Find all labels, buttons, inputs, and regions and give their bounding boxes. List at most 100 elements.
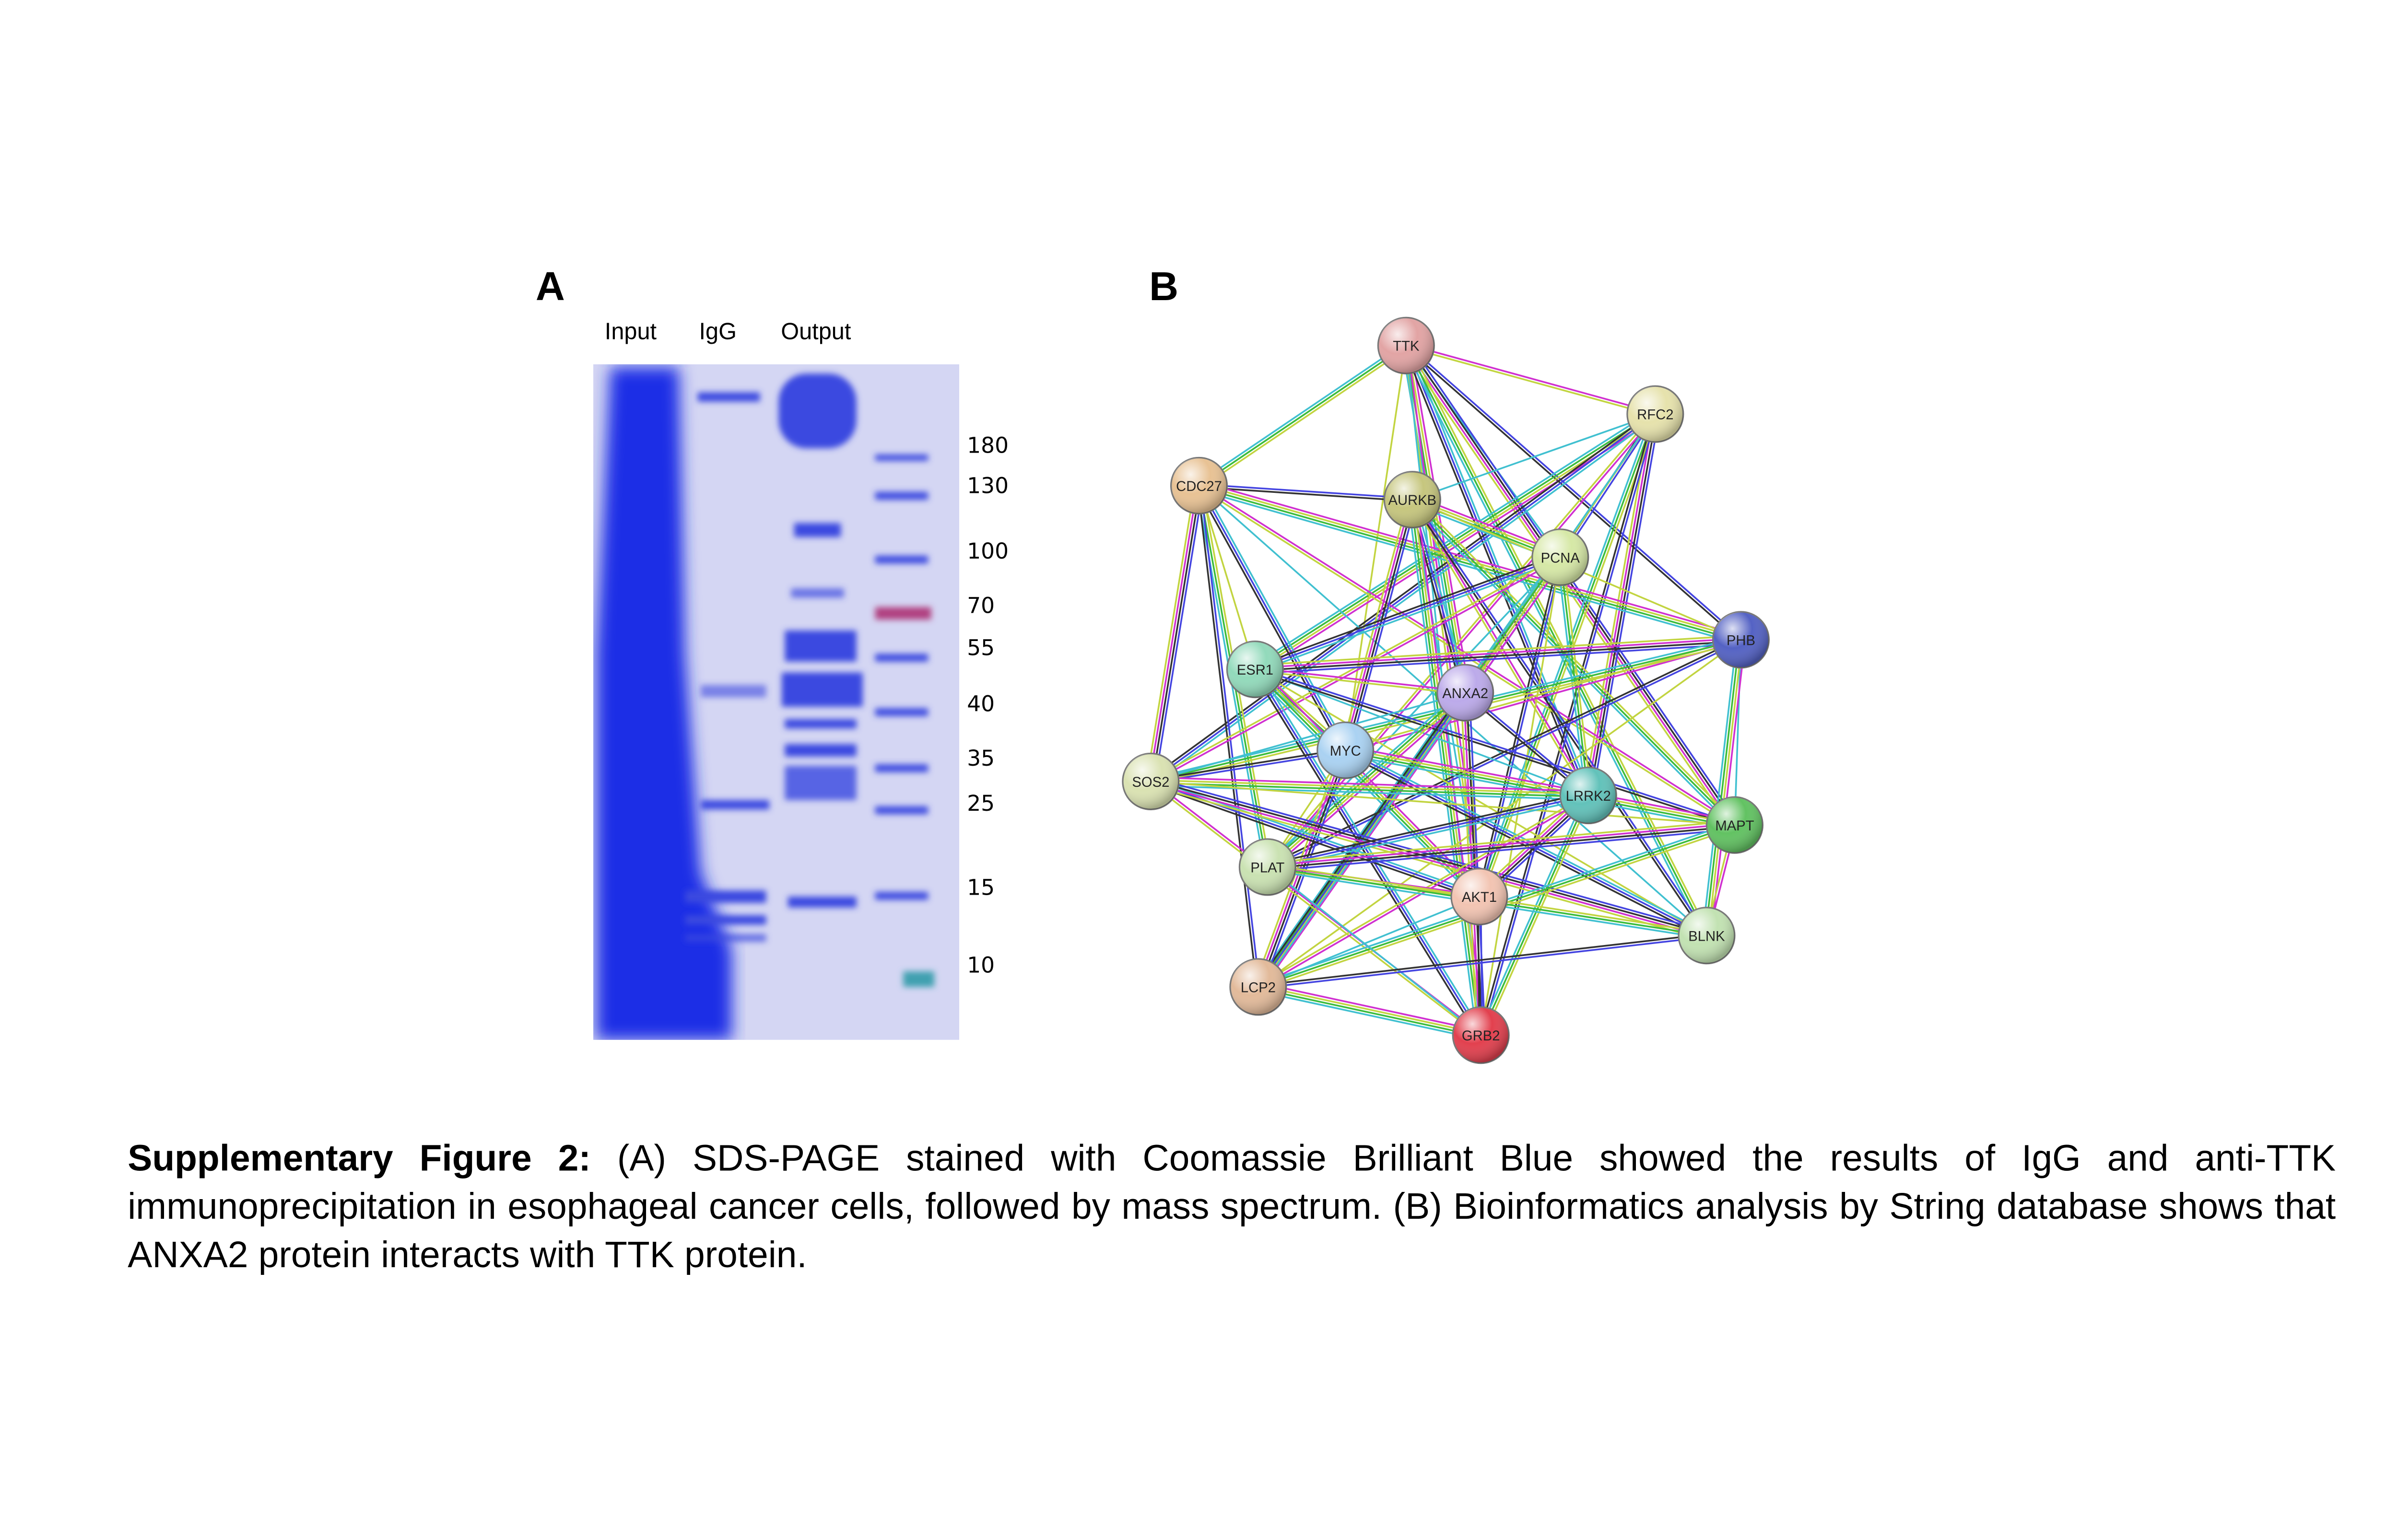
edge (1151, 782, 1588, 798)
edge (1251, 672, 1477, 900)
edge (1150, 413, 1656, 782)
edge (1480, 557, 1562, 1036)
node-shine (1713, 611, 1769, 668)
edge (1254, 554, 1558, 985)
edge (1149, 782, 1481, 1037)
edge (1145, 485, 1196, 781)
edge (1267, 794, 1589, 868)
edge (1256, 559, 1562, 673)
edge (1261, 559, 1564, 990)
edge (1149, 784, 1706, 941)
edge (1257, 667, 1484, 1034)
edge (1258, 987, 1481, 1038)
edge (1258, 933, 1707, 987)
marker-label: 15 (967, 875, 995, 900)
edge (1199, 345, 1407, 487)
figure: A B Input IgG Output 180 130 100 70 55 40 35 25 15 1… (536, 264, 1770, 1064)
edge (1412, 499, 1483, 1035)
caption: Supplementary Figure 2: (A) SDS-PAGE sta… (128, 1136, 2336, 1281)
edge (1267, 866, 1481, 1036)
edge (1480, 557, 1563, 898)
node-label: ESR1 (1237, 663, 1273, 678)
edge (1268, 640, 1742, 869)
edge (1734, 640, 1742, 825)
edge (1196, 486, 1344, 752)
marker-label: 10 (967, 953, 995, 978)
input-smear (596, 367, 732, 1040)
node-shine (1560, 767, 1617, 824)
node-label: GRB2 (1462, 1028, 1500, 1044)
edge (1254, 669, 1482, 1036)
node-shine (1227, 641, 1283, 698)
edge (1198, 489, 1740, 645)
node-shine (1679, 907, 1735, 964)
marker-label: 70 (967, 593, 995, 618)
edge (1460, 693, 1478, 1036)
edge (1412, 498, 1709, 935)
edge (1255, 640, 1741, 672)
edge (1346, 745, 1736, 822)
edge (1344, 345, 1407, 751)
edge (1254, 412, 1655, 669)
edge (1254, 554, 1560, 668)
edge (1199, 486, 1412, 502)
edge (1345, 748, 1735, 825)
node-label: MYC (1330, 744, 1361, 759)
edge (1255, 667, 1466, 692)
edge (1151, 784, 1588, 801)
node-label: MAPT (1715, 818, 1754, 834)
edge (1150, 748, 1346, 781)
edge (1200, 484, 1349, 749)
edge (1411, 499, 1736, 826)
edge (1255, 643, 1741, 675)
panel-label: A (536, 264, 565, 309)
panel-label: B (1149, 264, 1178, 309)
marker-label: 180 (967, 432, 1009, 458)
edge (1344, 637, 1741, 750)
node-label: LCP2 (1241, 980, 1276, 995)
edge (1257, 990, 1481, 1040)
edge (1148, 485, 1199, 782)
edge (1149, 783, 1479, 900)
lane-label: Output (781, 319, 851, 345)
edge (1410, 501, 1734, 828)
edge (1258, 896, 1480, 988)
edge (1414, 499, 1469, 692)
edge (1406, 345, 1468, 693)
edge (1255, 668, 1707, 936)
marker-label: 55 (967, 635, 995, 660)
edge (1198, 485, 1256, 670)
gel (593, 364, 960, 1040)
edge (1200, 347, 1409, 489)
edge (1258, 982, 1482, 1032)
node-shine (1706, 797, 1763, 853)
edge (1256, 556, 1560, 987)
edge (1254, 670, 1735, 828)
edge (1267, 820, 1735, 864)
edge (1405, 345, 1589, 796)
lane-label: IgG (699, 319, 737, 345)
edge (1704, 639, 1740, 936)
edge (1151, 779, 1588, 795)
marker-label: 130 (967, 473, 1009, 499)
edge (1405, 346, 1656, 417)
marker-label: 40 (967, 691, 995, 716)
edge (1346, 747, 1708, 934)
edge (1151, 558, 1562, 784)
edge (1267, 825, 1735, 870)
node-shine (1627, 386, 1683, 443)
edge (1255, 634, 1741, 666)
edge (1197, 342, 1405, 484)
edge (1152, 415, 1657, 785)
edge (1255, 637, 1741, 669)
edge (1258, 984, 1481, 1035)
edge (1267, 792, 1588, 865)
edge (1270, 695, 1469, 871)
caption-label: Supplementary Figure 2: (128, 1139, 591, 1180)
node-label: LRRK2 (1566, 789, 1611, 804)
edge (1710, 640, 1746, 936)
marker-label: 35 (967, 746, 995, 771)
edge (1255, 556, 1561, 670)
node-shine (1378, 317, 1434, 374)
